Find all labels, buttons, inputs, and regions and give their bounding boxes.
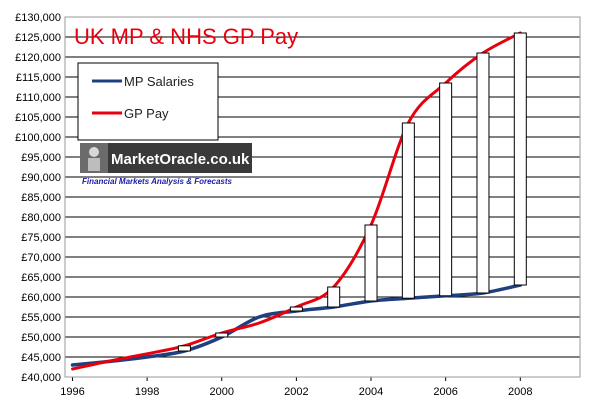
gap-box	[439, 82, 453, 297]
watermark-logo: MarketOracle.co.uk Financial Markets Ana…	[80, 143, 252, 186]
y-tick-label: £80,000	[21, 212, 61, 224]
chart-title: UK MP & NHS GP Pay	[74, 24, 298, 49]
y-tick-label: £100,000	[15, 132, 61, 144]
logo-figure-body-icon	[88, 158, 100, 171]
x-tick-label: 2004	[359, 386, 383, 398]
y-tick-label: £90,000	[21, 172, 61, 184]
gap-box	[364, 224, 378, 302]
y-axis-labels: £40,000 £45,000 £50,000 £55,000 £60,000 £65,0…	[15, 12, 61, 384]
y-tick-label: £75,000	[21, 232, 61, 244]
x-axis-labels: 1996 1998 2000 2002 2004 2006 2008	[60, 386, 532, 398]
x-tick-label: 1998	[135, 386, 159, 398]
y-tick-label: £115,000	[16, 72, 61, 84]
y-tick-label: £125,000	[15, 32, 61, 44]
logo-brand-text: MarketOracle.co.uk	[111, 151, 250, 168]
logo-tagline-text: Financial Markets Analysis & Forecasts	[82, 177, 233, 186]
y-tick-label: £70,000	[21, 252, 61, 264]
legend-label-gp: GP Pay	[124, 106, 169, 121]
y-tick-label: £50,000	[21, 332, 61, 344]
logo-banner	[80, 143, 252, 173]
y-tick-label: £85,000	[21, 192, 61, 204]
y-tick-label: £105,000	[15, 112, 61, 124]
gap-box	[215, 332, 229, 338]
legend: MP Salaries GP Pay	[77, 62, 219, 141]
y-tick-label: £95,000	[21, 152, 61, 164]
y-tick-label: £60,000	[21, 292, 61, 304]
y-tick-label: £110,000	[16, 92, 61, 104]
legend-label-mp: MP Salaries	[124, 74, 194, 89]
gap-box	[327, 286, 341, 308]
gap-box	[289, 306, 303, 312]
x-tick-label: 2000	[209, 386, 233, 398]
gap-boxes	[177, 32, 527, 352]
x-tick-label: 2002	[284, 386, 308, 398]
gap-box	[513, 32, 527, 286]
y-tick-label: £55,000	[21, 312, 61, 324]
y-tick-label: £65,000	[21, 272, 61, 284]
gap-box	[476, 52, 490, 294]
legend-box	[77, 62, 219, 141]
x-tick-label: 1996	[60, 386, 84, 398]
y-tick-label: £130,000	[15, 12, 61, 24]
gap-box	[177, 345, 191, 352]
y-tick-label: £40,000	[21, 372, 61, 384]
y-tick-label: £120,000	[15, 52, 61, 64]
logo-figure-head-icon	[89, 147, 99, 157]
x-tick-label: 2006	[433, 386, 457, 398]
gap-box	[401, 122, 415, 299]
x-tick-label: 2008	[508, 386, 532, 398]
y-tick-label: £45,000	[21, 352, 61, 364]
plot-area	[64, 16, 581, 378]
